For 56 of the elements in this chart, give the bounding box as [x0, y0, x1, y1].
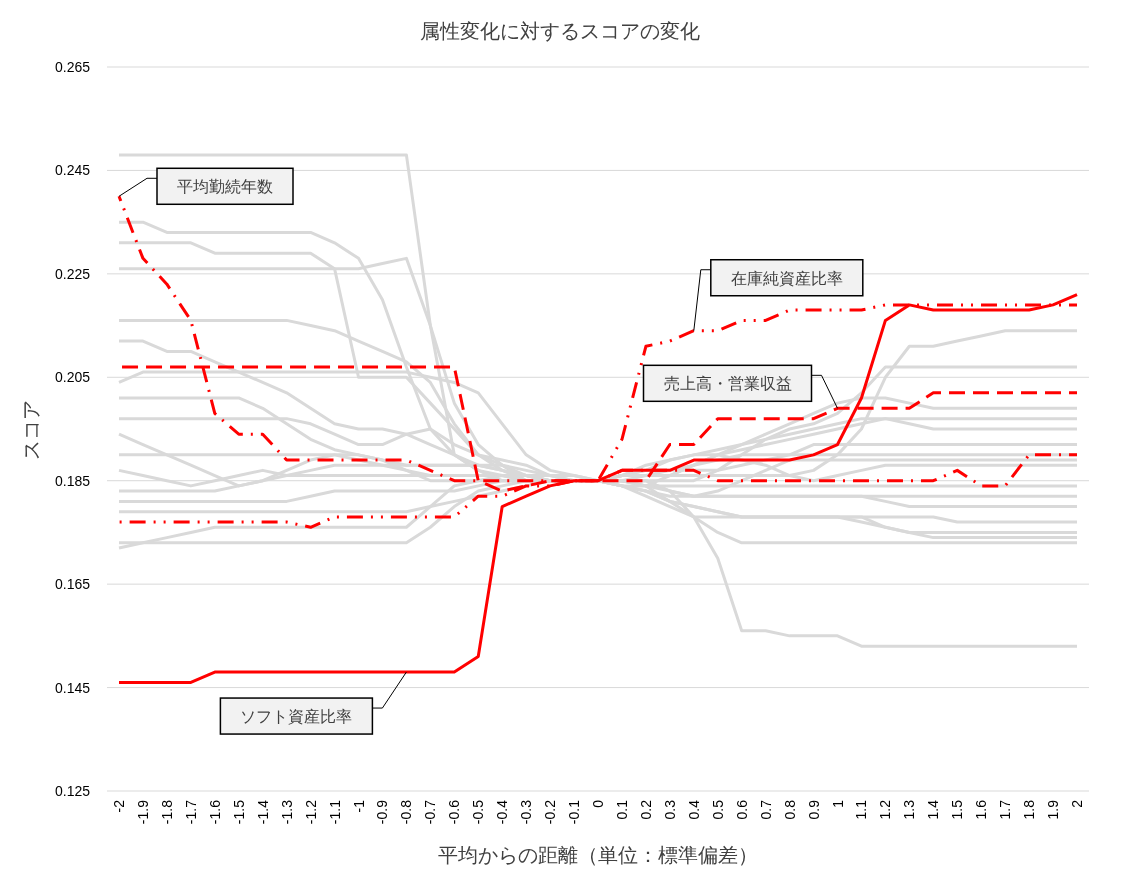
x-tick-label: -1.3: [278, 799, 295, 825]
x-tick-label: 1.1: [853, 799, 870, 820]
y-tick-label: 0.165: [54, 576, 91, 593]
x-tick-label: -0.1: [566, 799, 583, 825]
series-label: 在庫純資産比率: [730, 269, 843, 287]
x-tick-label: 1.3: [901, 799, 918, 820]
series-label: 売上高・営業収益: [663, 375, 792, 393]
x-tick-label: -1.9: [134, 799, 151, 825]
x-tick-label: -1.2: [302, 799, 319, 825]
x-tick-label: 2: [1069, 799, 1085, 808]
x-tick-label: 0.6: [733, 799, 750, 820]
x-tick-label: -0.4: [494, 799, 511, 825]
x-tick-label: -1.7: [182, 799, 199, 825]
chart-title: 属性変化に対するスコアの変化: [420, 20, 700, 42]
x-tick-label: 0: [590, 799, 606, 808]
x-tick-label: 1.9: [1045, 799, 1062, 820]
x-tick-label: -0.2: [542, 799, 559, 825]
y-axis-title: スコア: [20, 400, 42, 460]
y-tick-label: 0.225: [54, 265, 91, 282]
x-tick-label: -1.6: [206, 799, 223, 825]
y-tick-label: 0.245: [54, 162, 91, 179]
x-tick-label: -1.1: [326, 799, 343, 825]
x-tick-label: -0.3: [518, 799, 535, 825]
x-tick-label: 0.3: [661, 799, 678, 820]
x-tick-label: 0.4: [685, 799, 702, 820]
callout-box: ソフト資産比率: [219, 671, 407, 735]
x-tick-label: 0.5: [709, 799, 726, 820]
x-tick-label: 1.8: [1021, 799, 1038, 820]
x-tick-label: -0.6: [446, 799, 463, 825]
x-tick-label: 1.6: [973, 799, 990, 820]
y-tick-label: 0.265: [54, 59, 91, 75]
x-tick-label: -0.7: [422, 799, 439, 825]
x-axis-title: 平均からの距離（単位：標準偏差）: [438, 844, 758, 866]
callout-box: 在庫純資産比率: [693, 259, 864, 332]
x-tick-label: 1.5: [949, 799, 966, 820]
x-tick-label: -2: [111, 799, 127, 813]
x-tick-label: 0.7: [757, 799, 774, 820]
x-tick-label: 1.4: [925, 799, 942, 820]
x-tick-label: 1: [829, 799, 846, 808]
y-tick-label: 0.205: [54, 369, 91, 386]
x-tick-label: 0.1: [613, 799, 630, 820]
x-tick-label: 1.7: [997, 799, 1014, 820]
x-tick-label: -0.5: [470, 799, 487, 825]
x-tick-label: -1.5: [230, 799, 247, 825]
x-tick-label: 1.2: [877, 799, 894, 820]
y-tick-label: 0.125: [54, 783, 91, 799]
x-tick-label: 0.9: [805, 799, 822, 820]
x-tick-label: -0.9: [374, 799, 391, 825]
x-tick-label: -0.8: [398, 799, 415, 825]
x-tick-label: -1: [350, 799, 367, 813]
y-tick-label: 0.185: [54, 472, 91, 489]
x-tick-label: 0.2: [637, 799, 654, 820]
y-tick-label: 0.145: [54, 679, 91, 696]
x-tick-label: -1.4: [254, 799, 271, 825]
x-tick-label: -1.8: [158, 799, 175, 825]
x-tick-label: 0.8: [781, 799, 798, 820]
